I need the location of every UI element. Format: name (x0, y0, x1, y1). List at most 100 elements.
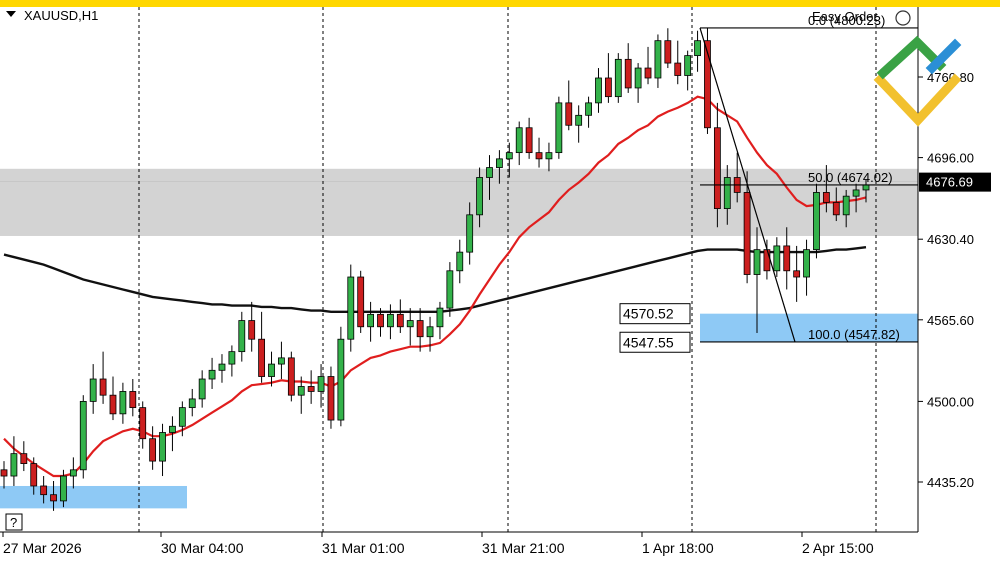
fibonacci-tool[interactable]: 0.0 (4800.23) 50.0 (4674.02) 100.0 (4547.8… (619, 13, 918, 353)
candle (852, 183, 860, 213)
candle (604, 53, 612, 103)
candle (109, 376, 117, 421)
candle (238, 311, 246, 362)
candle (525, 117, 533, 159)
candle (763, 239, 771, 280)
candle (486, 155, 493, 200)
easy-order-label[interactable]: Easy Order (812, 9, 878, 24)
help-button[interactable] (5, 513, 23, 531)
svg-text:4547.55: 4547.55 (623, 334, 674, 350)
candle (327, 366, 335, 429)
candle (664, 28, 672, 69)
candle (565, 80, 573, 131)
blue-zone-right (700, 313, 918, 342)
easy-order-settings-icon[interactable] (895, 10, 911, 26)
symbol-dropdown-icon[interactable] (6, 11, 16, 17)
candle (476, 167, 483, 228)
price-tick-label: 4696.00 (927, 151, 974, 166)
price-tick-label: 4435.20 (927, 475, 974, 490)
time-tick-label: 31 Mar 01:00 (322, 540, 405, 556)
candle (367, 301, 374, 342)
svg-text:4570.52: 4570.52 (623, 306, 674, 322)
candle (743, 171, 751, 284)
candle (585, 96, 592, 128)
candle (287, 351, 295, 402)
price-label-1: 4547.55 (619, 331, 691, 353)
candle (644, 46, 652, 85)
candle (20, 441, 28, 472)
fib-level-label-0: 0.0 (4800.23) (808, 13, 885, 28)
candle (139, 401, 147, 449)
fib-level-label-1: 50.0 (4674.02) (808, 170, 893, 185)
price-tick-label: 4760.80 (927, 70, 974, 85)
price-label-0: 4570.52 (619, 303, 691, 325)
candle (99, 351, 107, 404)
candles-layer (0, 28, 870, 511)
current-price-marker: 4676.69 (919, 172, 991, 192)
candle (614, 53, 622, 103)
time-tick-label: 2 Apr 15:00 (802, 540, 874, 556)
time-axis: 27 Mar 2026 30 Mar 04:00 31 Mar 01:00 31 Ma… (2, 532, 874, 556)
candle (406, 308, 414, 346)
price-tick-label: 4500.00 (927, 394, 974, 409)
price-tick-label: 4630.40 (927, 232, 974, 247)
time-tick-label: 31 Mar 21:00 (482, 540, 565, 556)
candle (60, 469, 67, 508)
candle (198, 370, 206, 408)
ma-slow-line (3, 246, 867, 313)
help-glyph[interactable]: ? (10, 515, 17, 530)
candle (69, 457, 77, 489)
candle (793, 245, 801, 302)
candle (773, 237, 781, 278)
candle (268, 351, 275, 387)
candle (278, 341, 285, 380)
time-tick-label: 27 Mar 2026 (3, 540, 82, 556)
candle (297, 376, 305, 414)
candle (624, 43, 632, 93)
candle (832, 187, 840, 222)
candle (307, 370, 315, 404)
candle (466, 202, 474, 265)
candle (684, 50, 692, 91)
candle (436, 301, 444, 340)
candle (387, 304, 394, 340)
candle (545, 142, 553, 172)
zones-layer (0, 168, 918, 509)
candle (496, 150, 503, 184)
candle (40, 476, 48, 504)
candle (595, 68, 602, 113)
candle (337, 326, 345, 427)
candle (416, 308, 424, 352)
candle (357, 270, 365, 333)
symbol-title: XAUUSD,H1 (24, 8, 98, 23)
candle (169, 416, 176, 452)
fib-trendline[interactable] (699, 27, 796, 343)
blue-zone-left (0, 485, 187, 509)
time-tick-label: 30 Mar 04:00 (161, 540, 244, 556)
current-price-label: 4676.69 (926, 175, 973, 190)
candle (248, 301, 256, 352)
candle (723, 165, 731, 225)
candle (535, 137, 543, 168)
candle (446, 262, 454, 317)
ma-fast-line (3, 95, 867, 478)
candle (813, 183, 820, 259)
candle (674, 40, 682, 85)
candle (30, 457, 38, 495)
candle (159, 423, 166, 477)
candle (218, 354, 226, 383)
candle (396, 299, 404, 333)
candle (377, 308, 384, 337)
candle (654, 34, 662, 88)
candle (634, 63, 642, 103)
top-band (0, 0, 1000, 7)
candle (89, 364, 97, 414)
candle (713, 102, 721, 228)
candle (505, 142, 513, 178)
candle (317, 364, 325, 408)
candle (178, 401, 186, 437)
candle (119, 382, 127, 424)
candle (50, 481, 57, 511)
price-axis: 4435.20 4500.00 4565.60 4630.40 4696.00 4760.… (918, 70, 974, 490)
